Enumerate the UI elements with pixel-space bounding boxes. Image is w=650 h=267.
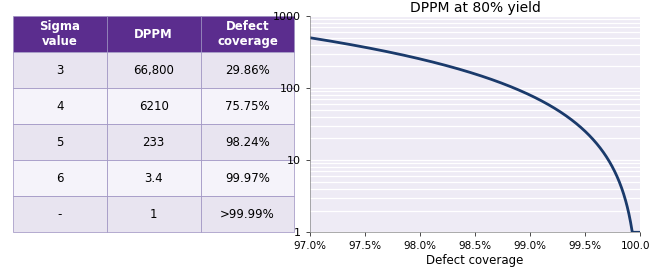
Title: DPPM at 80% yield: DPPM at 80% yield bbox=[410, 1, 540, 15]
X-axis label: Defect coverage: Defect coverage bbox=[426, 254, 524, 267]
